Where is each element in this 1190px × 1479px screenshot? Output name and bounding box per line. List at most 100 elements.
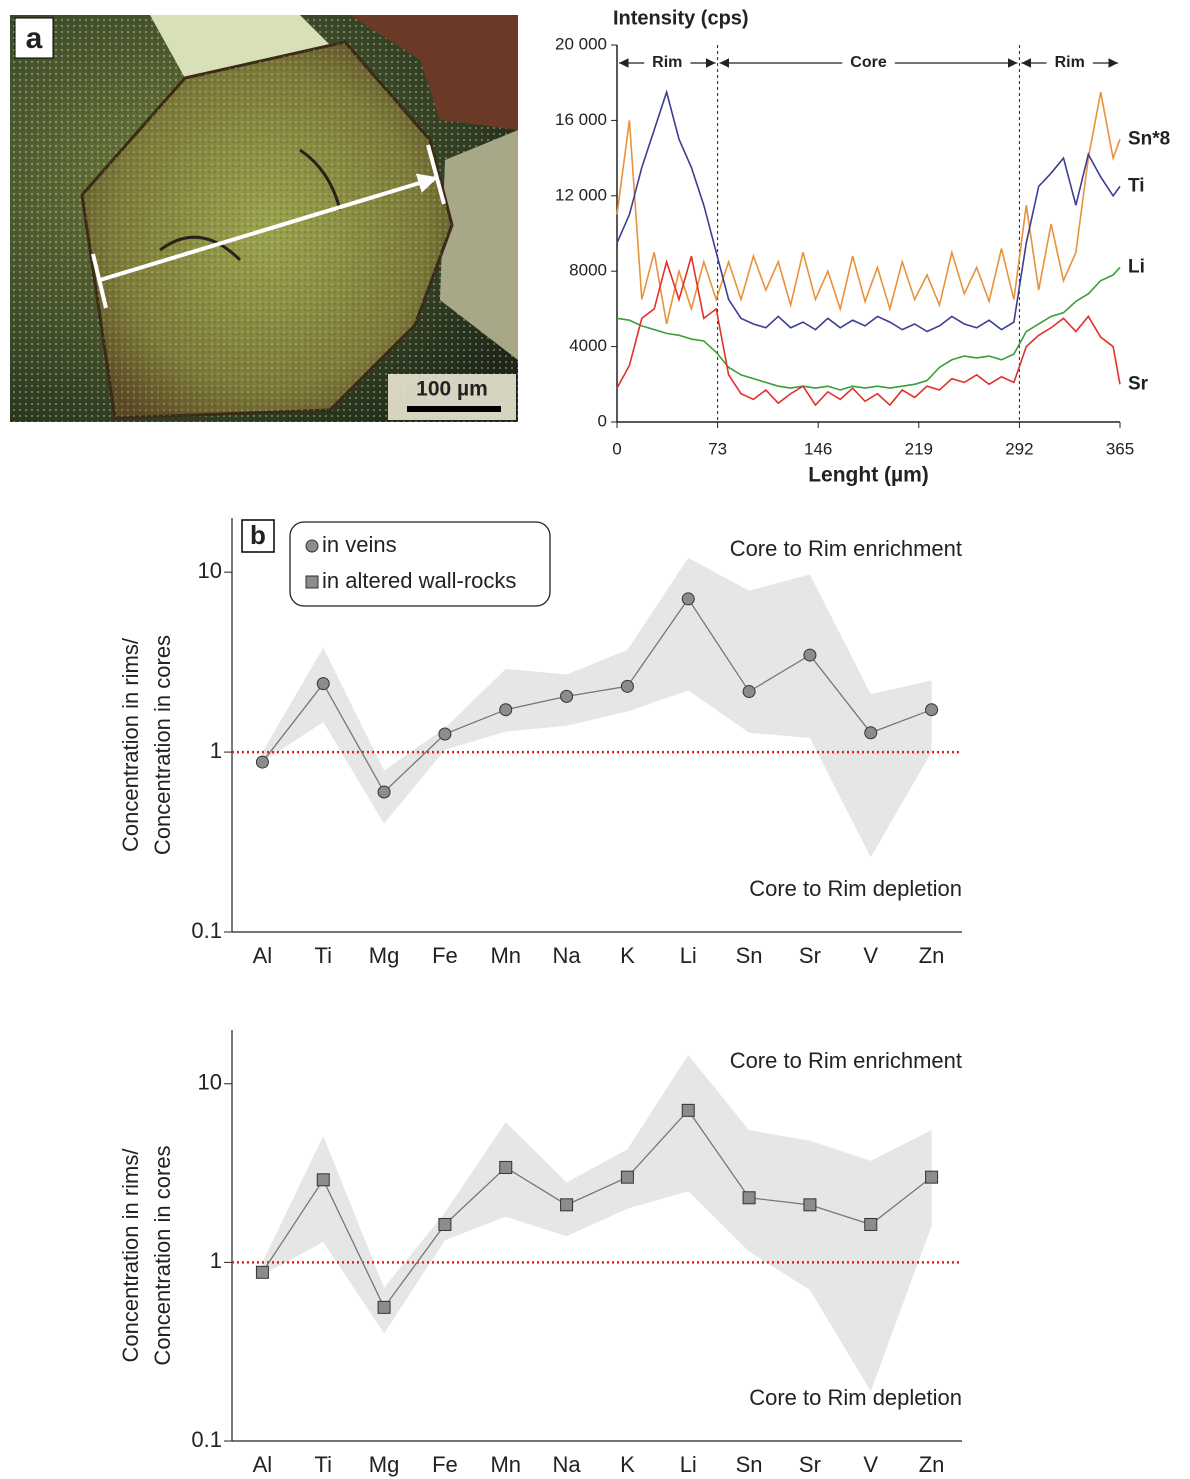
annotation: Core to Rim depletion bbox=[749, 876, 962, 901]
series-line bbox=[616, 91, 1121, 325]
x-tick-label: Zn bbox=[919, 943, 945, 968]
x-tick-label: 365 bbox=[1106, 439, 1134, 458]
series-label: Sn*8 bbox=[1128, 128, 1170, 149]
y-tick-label: 0.1 bbox=[191, 1427, 222, 1452]
x-tick-label: Sr bbox=[799, 1452, 821, 1477]
y-tick-label: 12 000 bbox=[555, 185, 607, 204]
y-tick-label: 16 000 bbox=[555, 110, 607, 129]
series-line bbox=[616, 89, 1121, 333]
data-point bbox=[438, 727, 452, 741]
data-point bbox=[560, 689, 574, 703]
x-tick-label: 219 bbox=[905, 439, 933, 458]
y-axis-title: Concentration in rims/ bbox=[118, 637, 143, 852]
data-point bbox=[316, 677, 330, 691]
y-tick-label: 4000 bbox=[569, 336, 607, 355]
x-tick-label: Sr bbox=[799, 943, 821, 968]
y-tick-label: 1 bbox=[210, 738, 222, 763]
data-point bbox=[681, 592, 695, 606]
data-point bbox=[377, 785, 391, 799]
zone-label-bg bbox=[842, 53, 895, 73]
x-tick-label: Sn bbox=[736, 943, 763, 968]
x-tick-label: Sn bbox=[736, 1452, 763, 1477]
x-tick-label: Al bbox=[253, 943, 273, 968]
data-point bbox=[742, 1191, 756, 1205]
data-point bbox=[681, 1103, 695, 1117]
legend-label: in veins bbox=[322, 532, 397, 557]
data-point bbox=[377, 1300, 391, 1314]
legend-box bbox=[289, 521, 551, 607]
series-line bbox=[261, 1109, 932, 1309]
data-point bbox=[620, 1170, 634, 1184]
y-axis-title: Concentration in cores bbox=[150, 635, 175, 855]
annotation: Core to Rim depletion bbox=[749, 1385, 962, 1410]
x-tick-label: Ti bbox=[314, 943, 332, 968]
x-axis-title: Lenght (µm) bbox=[808, 464, 929, 487]
y-tick-label: 8000 bbox=[569, 261, 607, 280]
range-band bbox=[262, 557, 932, 858]
data-point bbox=[255, 755, 269, 769]
annotation: Core to Rim enrichment bbox=[730, 536, 962, 561]
data-point bbox=[864, 726, 878, 740]
y-tick-label: 20 000 bbox=[555, 34, 607, 53]
annotation: Core to Rim enrichment bbox=[730, 1048, 962, 1073]
y-tick-label: 0 bbox=[598, 411, 607, 430]
data-point bbox=[620, 679, 634, 693]
zone-label: Core bbox=[850, 54, 887, 71]
data-point bbox=[925, 1170, 939, 1184]
data-point bbox=[499, 703, 513, 717]
x-tick-label: Mg bbox=[369, 943, 400, 968]
zone-label: Rim bbox=[652, 54, 682, 71]
x-tick-label: 73 bbox=[708, 439, 727, 458]
panel-label-box bbox=[241, 519, 275, 553]
legend-marker bbox=[305, 575, 319, 589]
x-tick-label: Mn bbox=[490, 943, 521, 968]
y-tick-label: 0.1 bbox=[191, 918, 222, 943]
data-point bbox=[255, 1265, 269, 1279]
data-point bbox=[803, 1198, 817, 1212]
x-tick-label: 146 bbox=[804, 439, 832, 458]
x-tick-label: 292 bbox=[1005, 439, 1033, 458]
data-point bbox=[560, 1198, 574, 1212]
y-axis-title: Concentration in cores bbox=[150, 1145, 175, 1365]
x-tick-label: 0 bbox=[612, 439, 621, 458]
data-point bbox=[864, 1217, 878, 1231]
zone-label-bg bbox=[644, 53, 691, 73]
panel-label: a bbox=[26, 22, 43, 55]
panel-label: b bbox=[250, 520, 266, 550]
scale-bar bbox=[407, 406, 501, 412]
y-tick-label: 1 bbox=[210, 1248, 222, 1273]
data-point bbox=[316, 1173, 330, 1187]
y-tick-label: 10 bbox=[198, 1070, 222, 1095]
x-tick-label: Li bbox=[680, 1452, 697, 1477]
x-tick-label: Na bbox=[553, 943, 582, 968]
series-line bbox=[616, 266, 1121, 391]
x-tick-label: Fe bbox=[432, 943, 458, 968]
x-tick-label: K bbox=[620, 1452, 635, 1477]
series-line bbox=[616, 255, 1121, 407]
series-label: Sr bbox=[1128, 373, 1149, 394]
x-tick-label: Na bbox=[553, 1452, 582, 1477]
data-point bbox=[742, 685, 756, 699]
data-point bbox=[803, 648, 817, 662]
range-band bbox=[262, 1054, 932, 1392]
scale-bar-label: 100 µm bbox=[416, 378, 488, 401]
zone-label: Rim bbox=[1055, 54, 1085, 71]
series-label: Li bbox=[1128, 256, 1145, 277]
x-tick-label: Fe bbox=[432, 1452, 458, 1477]
x-tick-label: V bbox=[863, 1452, 878, 1477]
x-tick-label: Ti bbox=[314, 1452, 332, 1477]
x-tick-label: Li bbox=[680, 943, 697, 968]
micrograph: a 100 µm bbox=[10, 15, 518, 422]
y-tick-label: 10 bbox=[198, 558, 222, 583]
data-point bbox=[499, 1160, 513, 1174]
x-tick-label: Mn bbox=[490, 1452, 521, 1477]
y-axis-title: Concentration in rims/ bbox=[118, 1148, 143, 1363]
x-tick-label: V bbox=[863, 943, 878, 968]
data-point bbox=[925, 703, 939, 717]
series-label: Ti bbox=[1128, 175, 1145, 196]
x-tick-label: Al bbox=[253, 1452, 273, 1477]
legend-label: in altered wall-rocks bbox=[322, 568, 516, 593]
x-tick-label: Mg bbox=[369, 1452, 400, 1477]
